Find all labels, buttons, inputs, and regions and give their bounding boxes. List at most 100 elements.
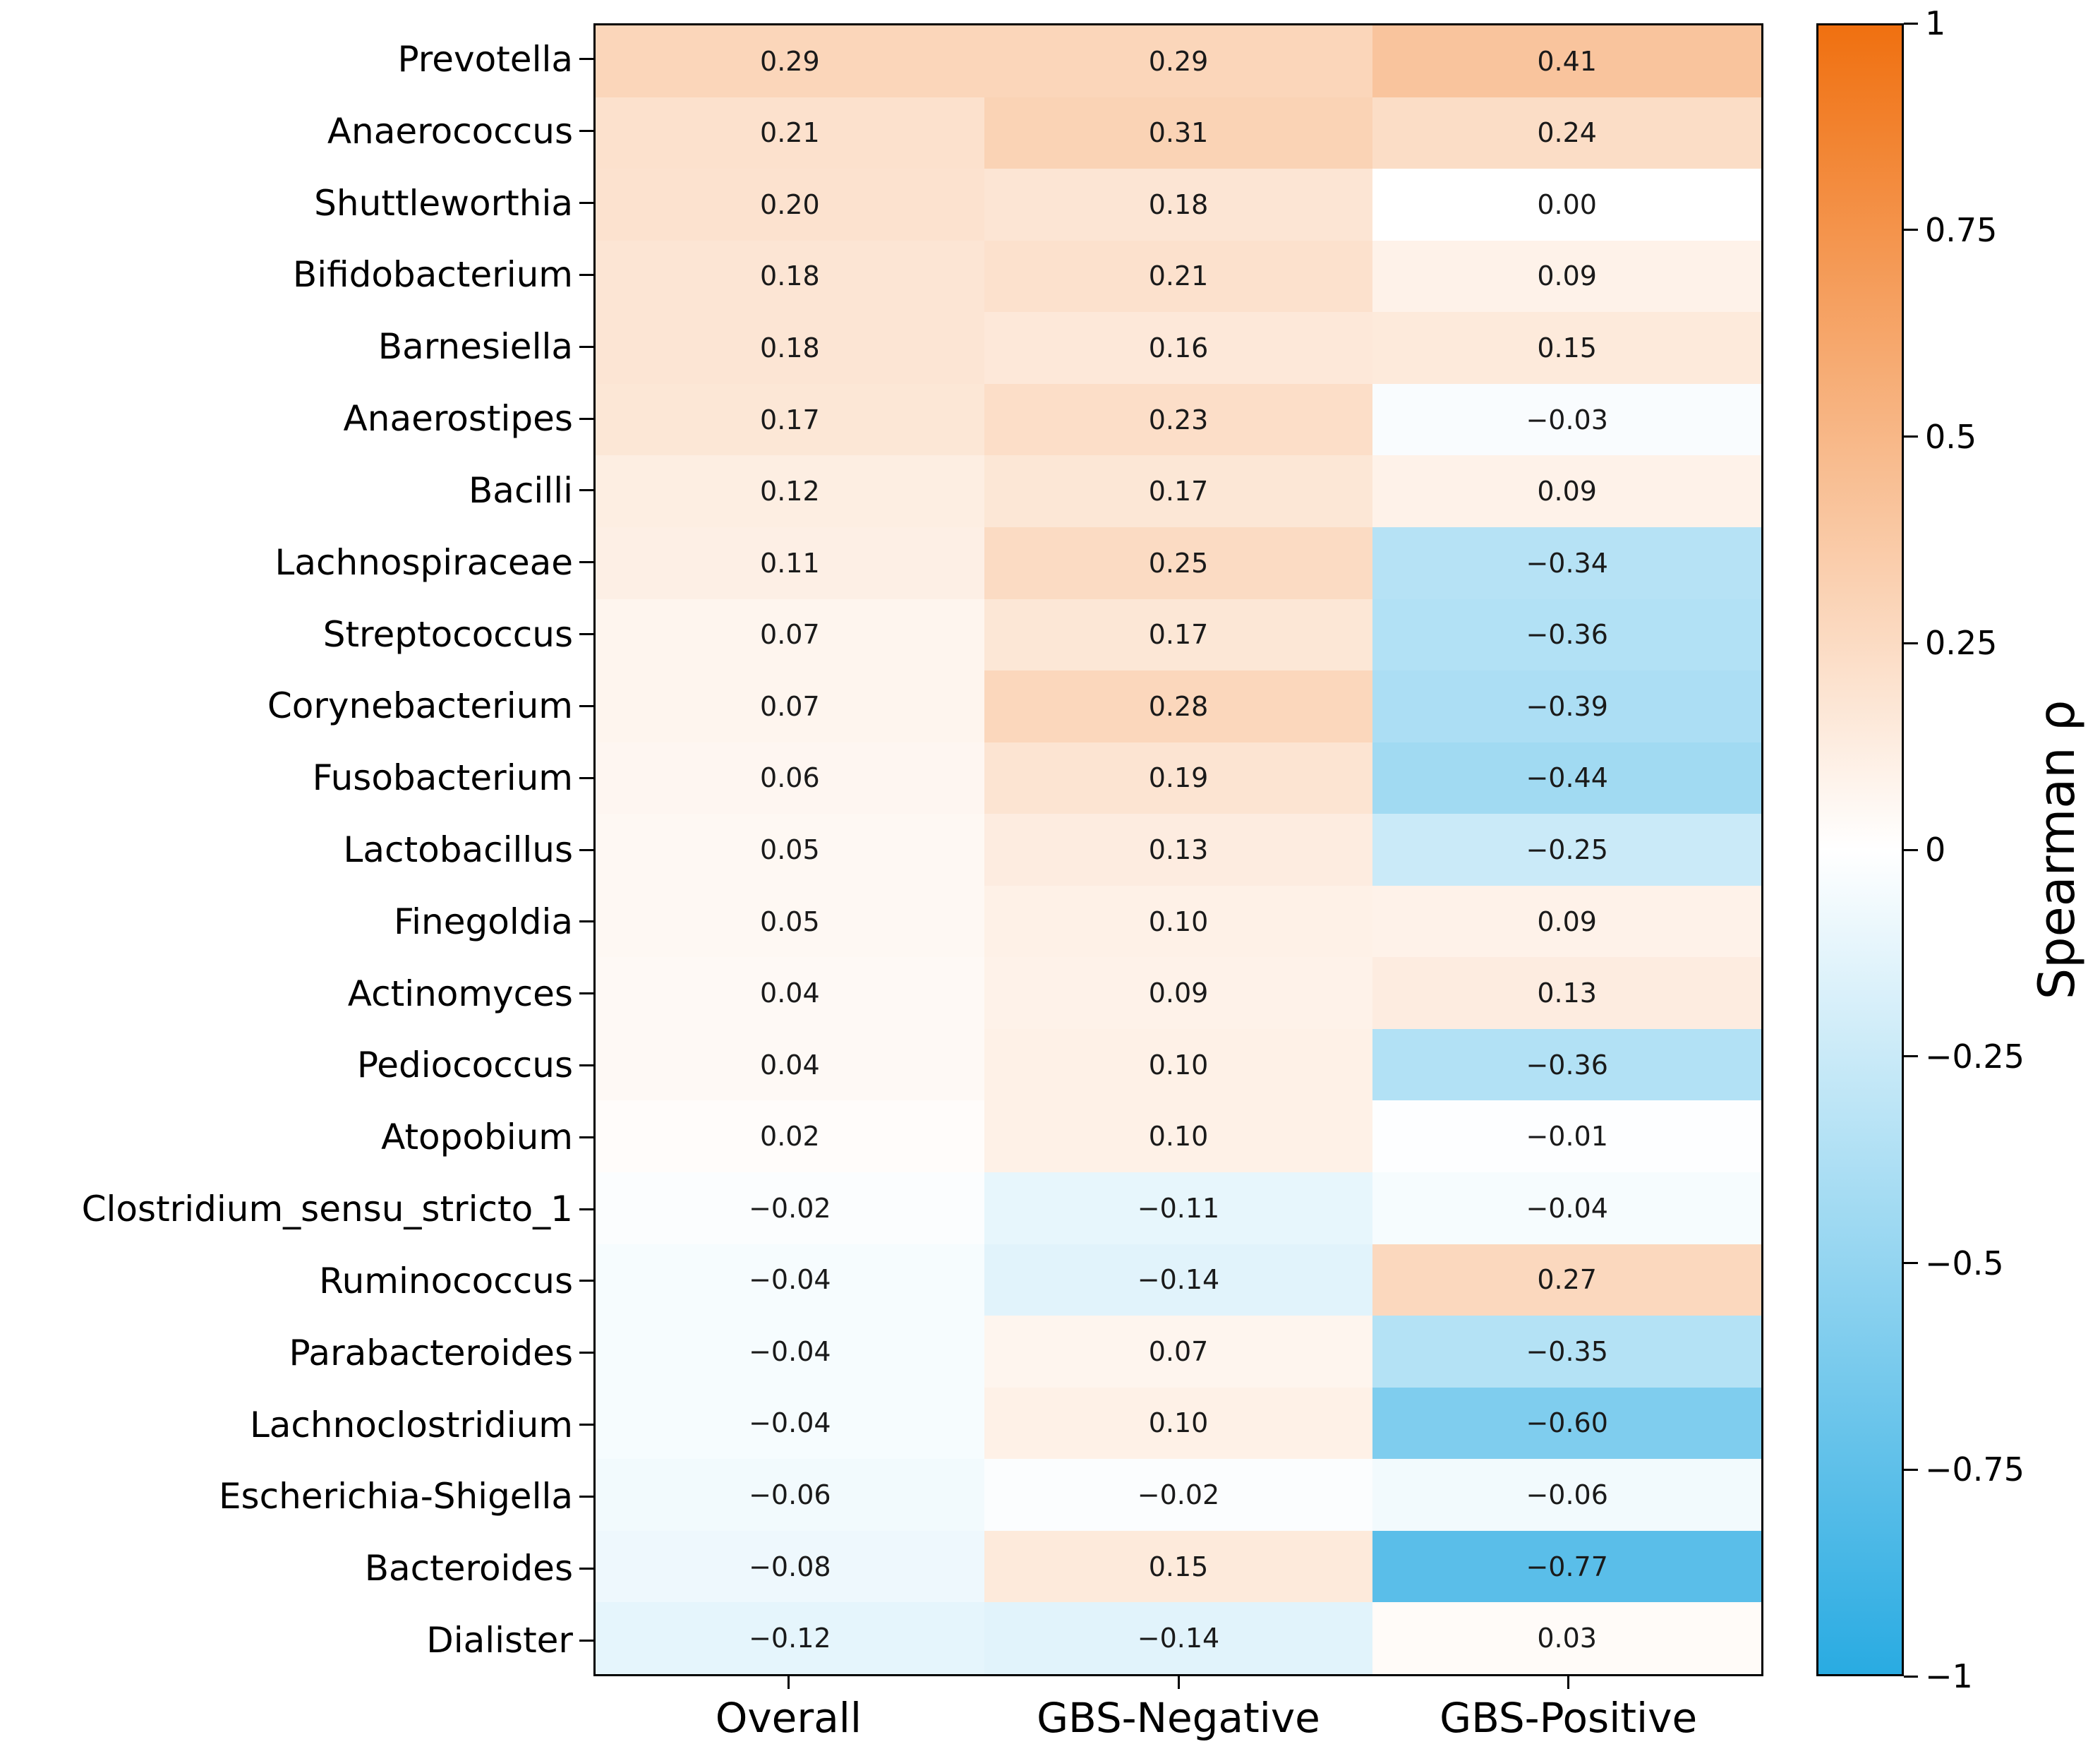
heatmap-cell: 0.05 <box>596 885 984 958</box>
heatmap-cell: −0.01 <box>1372 1100 1761 1172</box>
y-tick <box>579 1208 593 1210</box>
colorbar-tick <box>1904 642 1918 644</box>
colorbar-tick <box>1904 229 1918 231</box>
heatmap-cell: 0.15 <box>984 1530 1373 1603</box>
colorbar-tick-label: −0.75 <box>1925 1450 2024 1489</box>
row-label: Finegoldia <box>394 901 573 942</box>
heatmap-cell: 0.27 <box>1372 1244 1761 1316</box>
heatmap-cell: −0.77 <box>1372 1530 1761 1603</box>
heatmap-cell: 0.24 <box>1372 97 1761 169</box>
colorbar-tick-label: 0 <box>1925 831 1946 869</box>
y-tick <box>579 920 593 923</box>
row-label: Escherichia-Shigella <box>218 1476 573 1517</box>
column-label: GBS-Positive <box>1440 1694 1698 1742</box>
heatmap-cell: −0.35 <box>1372 1316 1761 1388</box>
row-label: Actinomyces <box>347 973 573 1014</box>
heatmap-cell: 0.00 <box>1372 169 1761 241</box>
heatmap-cell: 0.17 <box>596 383 984 456</box>
row-label: Shuttleworthia <box>314 182 573 224</box>
heatmap-grid: 0.29 0.29 0.41 0.21 0.31 0.24 0.20 0.18 0.00 0.18… <box>593 23 1763 1676</box>
heatmap-cell: 0.29 <box>984 25 1373 97</box>
heatmap-cell: −0.36 <box>1372 599 1761 671</box>
row-label: Lachnoclostridium <box>249 1404 573 1445</box>
heatmap-cell: 0.23 <box>984 383 1373 456</box>
heatmap-cell: −0.34 <box>1372 527 1761 599</box>
y-tick <box>579 202 593 205</box>
y-tick <box>579 417 593 420</box>
colorbar-tick <box>1904 22 1918 25</box>
y-tick <box>579 1280 593 1282</box>
heatmap-cell: 0.12 <box>596 455 984 527</box>
x-tick <box>1567 1676 1570 1689</box>
y-tick <box>579 1352 593 1354</box>
row-label: Fusobacterium <box>312 757 573 799</box>
y-tick <box>579 704 593 707</box>
heatmap-cell: 0.10 <box>984 1387 1373 1460</box>
heatmap-cell: 0.10 <box>984 1028 1373 1101</box>
colorbar-tick-label: 0.25 <box>1925 624 1998 663</box>
heatmap-cell: −0.14 <box>984 1244 1373 1316</box>
y-tick <box>579 1567 593 1570</box>
row-label: Parabacteroides <box>289 1332 573 1373</box>
heatmap-cell: −0.06 <box>1372 1459 1761 1531</box>
row-label: Streptococcus <box>322 613 573 655</box>
heatmap-cell: 0.07 <box>596 599 984 671</box>
heatmap-cell: −0.44 <box>1372 742 1761 814</box>
row-label: Pediococcus <box>356 1045 573 1086</box>
heatmap-cell: 0.04 <box>596 1028 984 1101</box>
y-tick <box>579 58 593 61</box>
heatmap-cell: 0.17 <box>984 599 1373 671</box>
heatmap-cell: 0.41 <box>1372 25 1761 97</box>
heatmap-cell: −0.39 <box>1372 670 1761 742</box>
row-label: Clostridium_sensu_stricto_1 <box>81 1189 573 1230</box>
y-tick <box>579 848 593 851</box>
heatmap-cell: 0.21 <box>984 240 1373 313</box>
y-tick <box>579 1064 593 1066</box>
heatmap-cell: 0.05 <box>596 814 984 886</box>
heatmap-cell: 0.13 <box>1372 957 1761 1029</box>
heatmap-cell: 0.09 <box>1372 455 1761 527</box>
heatmap-cell: −0.04 <box>596 1316 984 1388</box>
colorbar-gradient <box>1816 23 1904 1676</box>
colorbar-tick <box>1904 1262 1918 1264</box>
row-label: Bifidobacterium <box>292 254 573 296</box>
heatmap-cell: 0.06 <box>596 742 984 814</box>
heatmap-cell: −0.08 <box>596 1530 984 1603</box>
y-tick <box>579 776 593 779</box>
row-label: Lactobacillus <box>343 829 573 870</box>
y-tick <box>579 489 593 492</box>
y-tick <box>579 1495 593 1498</box>
heatmap-cell: 0.18 <box>596 240 984 313</box>
colorbar-tick-label: −1 <box>1925 1657 1973 1695</box>
row-label: Ruminococcus <box>319 1260 573 1301</box>
heatmap-cell: −0.03 <box>1372 383 1761 456</box>
colorbar-tick <box>1904 435 1918 438</box>
heatmap-cell: −0.02 <box>984 1459 1373 1531</box>
row-label: Bacteroides <box>364 1548 573 1589</box>
heatmap-cell: 0.10 <box>984 1100 1373 1172</box>
heatmap-cell: 0.10 <box>984 885 1373 958</box>
column-label: Overall <box>715 1694 862 1742</box>
row-label: Anaerococcus <box>327 110 573 152</box>
colorbar-tick-label: 0.75 <box>1925 210 1998 249</box>
heatmap-cell: 0.04 <box>596 957 984 1029</box>
row-label: Anaerostipes <box>343 398 573 440</box>
heatmap-cell: −0.12 <box>596 1602 984 1674</box>
heatmap-cell: −0.04 <box>596 1244 984 1316</box>
row-label: Lachnospiraceae <box>274 541 574 583</box>
heatmap-cell: −0.04 <box>596 1387 984 1460</box>
heatmap-cell: −0.11 <box>984 1172 1373 1244</box>
heatmap-cell: 0.21 <box>596 97 984 169</box>
row-label: Corynebacterium <box>267 685 573 727</box>
heatmap-cell: 0.28 <box>984 670 1373 742</box>
y-tick <box>579 130 593 133</box>
y-tick <box>579 1136 593 1138</box>
heatmap-cell: 0.09 <box>1372 240 1761 313</box>
row-label: Dialister <box>426 1620 573 1661</box>
heatmap-cell: −0.02 <box>596 1172 984 1244</box>
row-label: Barnesiella <box>378 326 573 368</box>
heatmap-cell: 0.19 <box>984 742 1373 814</box>
colorbar-tick-label: −0.25 <box>1925 1037 2024 1076</box>
heatmap-cell: −0.25 <box>1372 814 1761 886</box>
heatmap-cell: 0.31 <box>984 97 1373 169</box>
